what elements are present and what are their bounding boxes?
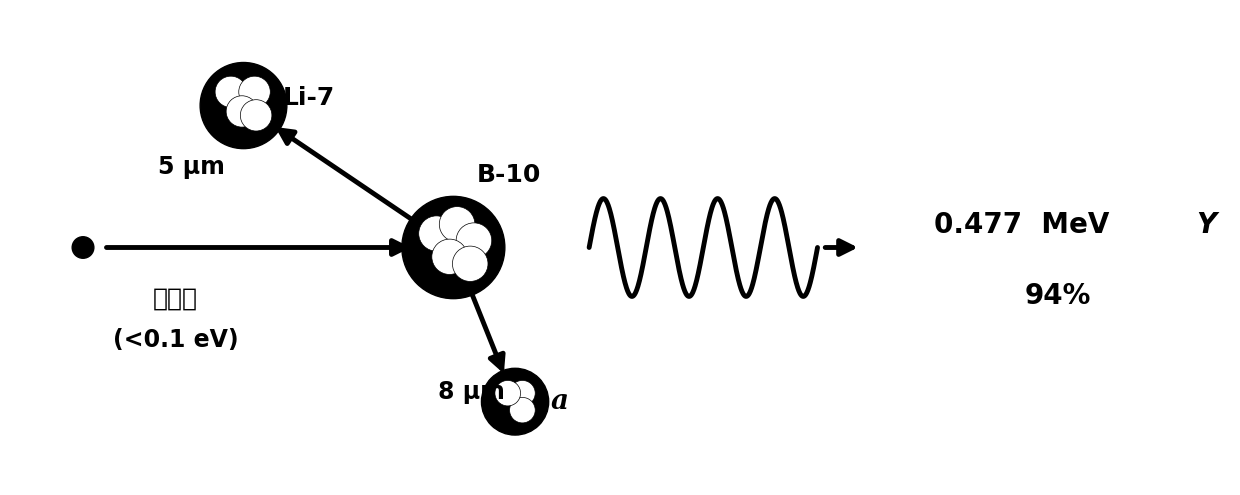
Circle shape [453,246,489,282]
Circle shape [226,96,258,127]
Circle shape [239,76,270,107]
Text: Y: Y [1197,211,1216,240]
Circle shape [510,381,536,406]
Circle shape [456,223,492,258]
Text: Li-7: Li-7 [283,86,335,110]
Text: (<0.1 eV): (<0.1 eV) [113,329,238,352]
Circle shape [481,368,548,435]
Text: B-10: B-10 [476,163,541,187]
Text: 0.477  MeV: 0.477 MeV [934,211,1109,240]
Circle shape [439,206,475,242]
Circle shape [241,99,272,131]
Circle shape [215,76,247,107]
Text: 5 μm: 5 μm [159,155,226,179]
Circle shape [510,397,536,423]
Text: 8 μm: 8 μm [439,380,506,404]
Circle shape [402,197,505,298]
Circle shape [419,216,454,251]
Circle shape [72,237,94,258]
Text: 94%: 94% [1025,283,1091,310]
Text: 热中子: 热中子 [153,287,198,311]
Circle shape [200,62,286,148]
Text: a: a [551,388,568,415]
Circle shape [495,381,521,406]
Circle shape [432,239,467,274]
